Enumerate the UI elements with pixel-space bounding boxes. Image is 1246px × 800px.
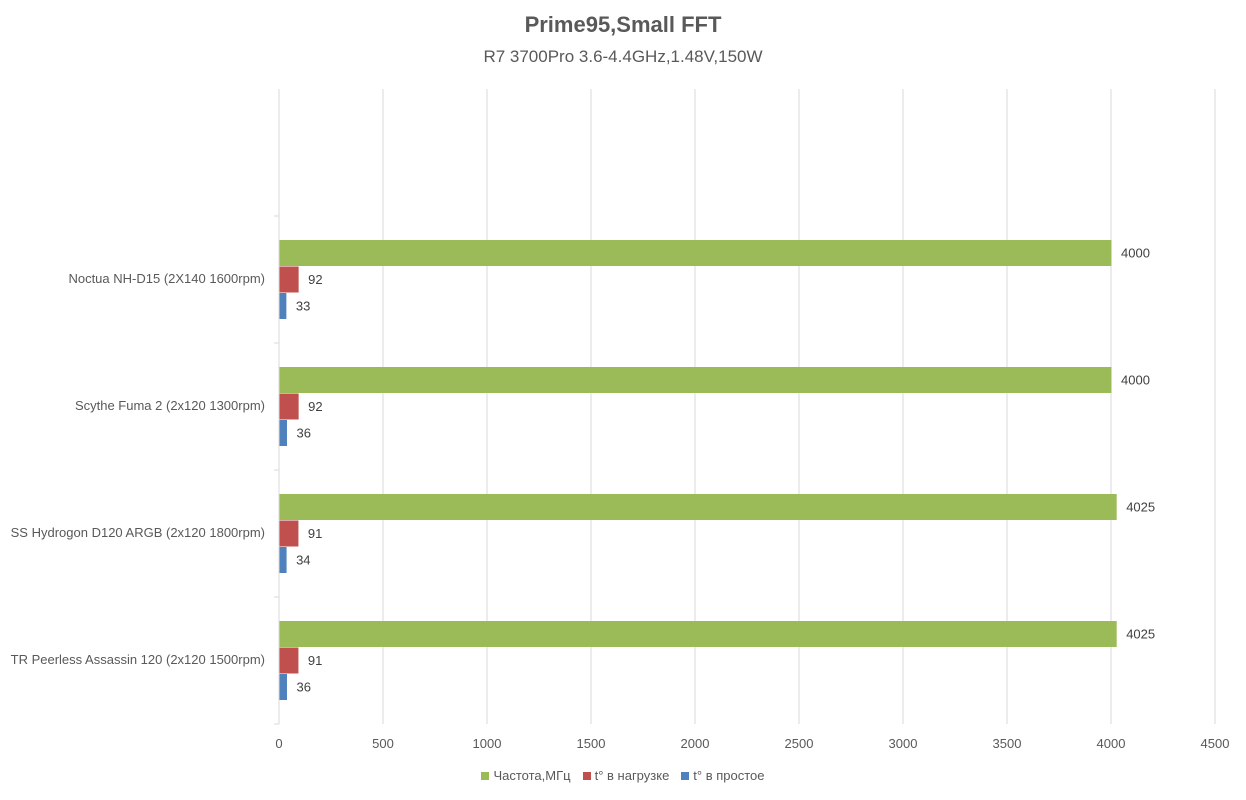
x-tick-label: 4500	[1201, 736, 1230, 751]
bar	[279, 520, 299, 547]
category-label: Scythe Fuma 2 (2x120 1300rpm)	[75, 398, 265, 413]
legend-label: t° в нагрузке	[594, 768, 670, 783]
legend-item: t° в простое	[681, 768, 765, 783]
legend: Частота,МГц t° в нагрузке t° в простое	[0, 768, 1246, 783]
x-tick-label: 2500	[785, 736, 814, 751]
data-label: 91	[308, 526, 322, 541]
bar	[279, 647, 299, 674]
bar	[279, 674, 287, 700]
data-label: 34	[296, 553, 310, 568]
x-tick-label: 1000	[473, 736, 502, 751]
legend-swatch	[582, 771, 591, 780]
x-tick-label: 1500	[577, 736, 606, 751]
x-tick-label: 3000	[889, 736, 918, 751]
data-label: 4000	[1121, 246, 1150, 261]
legend-swatch	[681, 771, 690, 780]
bar	[279, 367, 1112, 393]
x-tick-label: 4000	[1097, 736, 1126, 751]
bar	[279, 240, 1112, 266]
category-label: Noctua NH-D15 (2X140 1600rpm)	[68, 271, 265, 286]
bar	[279, 293, 287, 319]
data-label: 91	[308, 653, 322, 668]
data-label: 92	[308, 399, 322, 414]
bar	[279, 547, 287, 573]
data-label: 33	[296, 299, 310, 314]
category-label: TR Peerless Assassin 120 (2x120 1500rpm)	[11, 652, 265, 667]
x-tick-label: 2000	[681, 736, 710, 751]
data-label: 36	[296, 680, 310, 695]
legend-swatch	[481, 771, 490, 780]
bar	[279, 494, 1117, 520]
data-label: 4025	[1126, 627, 1155, 642]
x-tick-label: 500	[372, 736, 394, 751]
bar	[279, 621, 1117, 647]
data-label: 92	[308, 272, 322, 287]
legend-item: t° в нагрузке	[582, 768, 670, 783]
chart-title: Prime95,Small FFT	[524, 12, 722, 37]
legend-label: t° в простое	[693, 768, 765, 783]
legend-item: Частота,МГц	[481, 768, 571, 783]
category-label: SS Hydrogon D120 ARGB (2x120 1800rpm)	[11, 525, 265, 540]
data-label: 36	[296, 426, 310, 441]
x-tick-label: 3500	[993, 736, 1022, 751]
bar	[279, 266, 299, 293]
chart-subtitle: R7 3700Pro 3.6-4.4GHz,1.48V,150W	[483, 47, 763, 66]
x-tick-label: 0	[275, 736, 282, 751]
bar	[279, 420, 287, 446]
legend-label: Частота,МГц	[493, 768, 571, 783]
bar	[279, 393, 299, 420]
data-label: 4000	[1121, 373, 1150, 388]
data-label: 4025	[1126, 500, 1155, 515]
